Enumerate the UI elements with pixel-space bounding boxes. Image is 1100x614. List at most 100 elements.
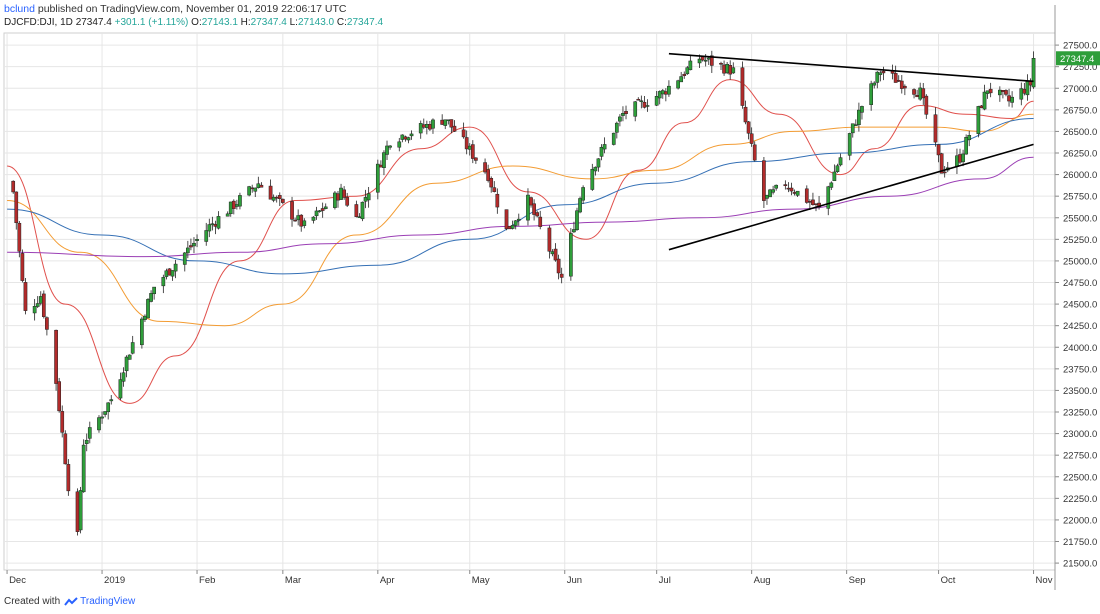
candle-body bbox=[41, 293, 46, 317]
candle-body bbox=[513, 220, 518, 226]
candle-body bbox=[250, 187, 255, 190]
candle-body bbox=[746, 121, 751, 134]
candle-body bbox=[182, 252, 187, 265]
candle-body bbox=[688, 60, 693, 71]
low-label: L: bbox=[289, 17, 298, 28]
candle-body bbox=[409, 133, 414, 137]
axes: 27500.0 27250.0 27000.0 26750.0 26500.0 26250… bbox=[6, 5, 1100, 590]
candle-body bbox=[109, 399, 114, 402]
candle-body bbox=[575, 210, 579, 231]
candle-body bbox=[1004, 90, 1008, 95]
candle-body bbox=[878, 72, 883, 75]
candle-body bbox=[449, 119, 454, 128]
candle-body bbox=[979, 105, 984, 109]
candle-body bbox=[84, 439, 89, 444]
last-price-tag-label: 27347.4 bbox=[1060, 54, 1094, 65]
close-value: 27347.4 bbox=[346, 17, 384, 28]
candle-body bbox=[657, 91, 662, 99]
candle-body bbox=[804, 188, 809, 203]
candle-body bbox=[682, 73, 687, 76]
candle-body bbox=[510, 225, 515, 229]
x-tick-label: Mar bbox=[285, 575, 301, 586]
candle-body bbox=[127, 354, 132, 360]
candle-body bbox=[103, 411, 107, 415]
candle-body bbox=[75, 491, 80, 532]
y-tick-label: 22500.0 bbox=[1063, 472, 1097, 483]
y-tick-label: 27500.0 bbox=[1063, 41, 1097, 52]
candle-body bbox=[366, 193, 371, 201]
candle-body bbox=[421, 124, 426, 128]
candle-body bbox=[78, 490, 83, 531]
y-tick-label: 25750.0 bbox=[1063, 192, 1097, 203]
candle-body bbox=[253, 187, 258, 192]
candle-body bbox=[342, 189, 346, 198]
y-tick-label: 24250.0 bbox=[1063, 321, 1097, 332]
candle-body bbox=[853, 124, 858, 126]
candle-body bbox=[173, 263, 178, 272]
candle-body bbox=[87, 427, 92, 439]
x-tick-label: May bbox=[472, 575, 490, 586]
candle-body bbox=[795, 190, 800, 196]
y-tick-label: 21500.0 bbox=[1063, 559, 1097, 570]
low-value: 27143.0 bbox=[297, 17, 335, 28]
candle-body bbox=[611, 132, 616, 145]
candle-body bbox=[532, 203, 536, 215]
candle-body bbox=[762, 160, 766, 201]
footer: Created with TradingView bbox=[4, 596, 135, 607]
candle-body bbox=[958, 154, 962, 163]
candle-body bbox=[271, 196, 276, 201]
candle-body bbox=[596, 158, 601, 168]
candle-body bbox=[731, 67, 736, 74]
candle-body bbox=[32, 306, 37, 314]
candle-body bbox=[645, 105, 650, 107]
author-name[interactable]: bclund bbox=[4, 3, 35, 15]
candle-body bbox=[60, 411, 65, 433]
open-label: O: bbox=[191, 17, 202, 28]
candle-body bbox=[35, 303, 40, 307]
candle-body bbox=[808, 201, 812, 203]
x-tick-label: Sep bbox=[849, 575, 866, 586]
candle-body bbox=[130, 342, 135, 354]
candle-body bbox=[207, 224, 212, 232]
tradingview-brand[interactable]: TradingView bbox=[64, 596, 135, 607]
candle-body bbox=[740, 67, 745, 106]
candle-body bbox=[483, 162, 487, 173]
candle-body bbox=[161, 277, 166, 287]
moving-average-line bbox=[7, 79, 1034, 404]
candle-body bbox=[464, 137, 469, 150]
symbol-label[interactable]: DJCFD:DJI, 1D bbox=[4, 17, 73, 28]
candle-body bbox=[320, 208, 325, 211]
y-tick-label: 26000.0 bbox=[1063, 170, 1097, 181]
moving-average-line bbox=[7, 113, 1034, 327]
candle-body bbox=[38, 296, 43, 304]
candle-body bbox=[636, 98, 641, 101]
candle-body bbox=[431, 119, 435, 129]
candle-body bbox=[339, 187, 343, 200]
y-tick-label: 23500.0 bbox=[1063, 386, 1097, 397]
candle-body bbox=[624, 111, 628, 114]
candle-body bbox=[556, 258, 561, 274]
candle-body bbox=[850, 123, 855, 134]
candle-body bbox=[495, 193, 500, 208]
candle-body bbox=[559, 273, 564, 278]
candle-body bbox=[259, 184, 264, 188]
candle-body bbox=[210, 223, 215, 226]
price-change: +301.1 (+1.11%) bbox=[114, 17, 189, 28]
candle-body bbox=[1022, 88, 1027, 94]
candle-body bbox=[593, 166, 598, 172]
candle-body bbox=[912, 89, 916, 95]
candle-body bbox=[311, 216, 316, 221]
candle-body bbox=[749, 133, 754, 144]
candle-body bbox=[903, 85, 907, 89]
x-tick-label: Oct bbox=[941, 575, 956, 586]
candle-body bbox=[915, 95, 919, 98]
y-tick-label: 22000.0 bbox=[1063, 515, 1097, 526]
y-tick-label: 24000.0 bbox=[1063, 343, 1097, 354]
y-tick-label: 24750.0 bbox=[1063, 278, 1097, 289]
candle-body bbox=[375, 163, 380, 193]
trendlines bbox=[668, 52, 1034, 251]
candle-body bbox=[685, 67, 690, 75]
candle-body bbox=[167, 268, 172, 276]
candle-body bbox=[428, 124, 432, 130]
